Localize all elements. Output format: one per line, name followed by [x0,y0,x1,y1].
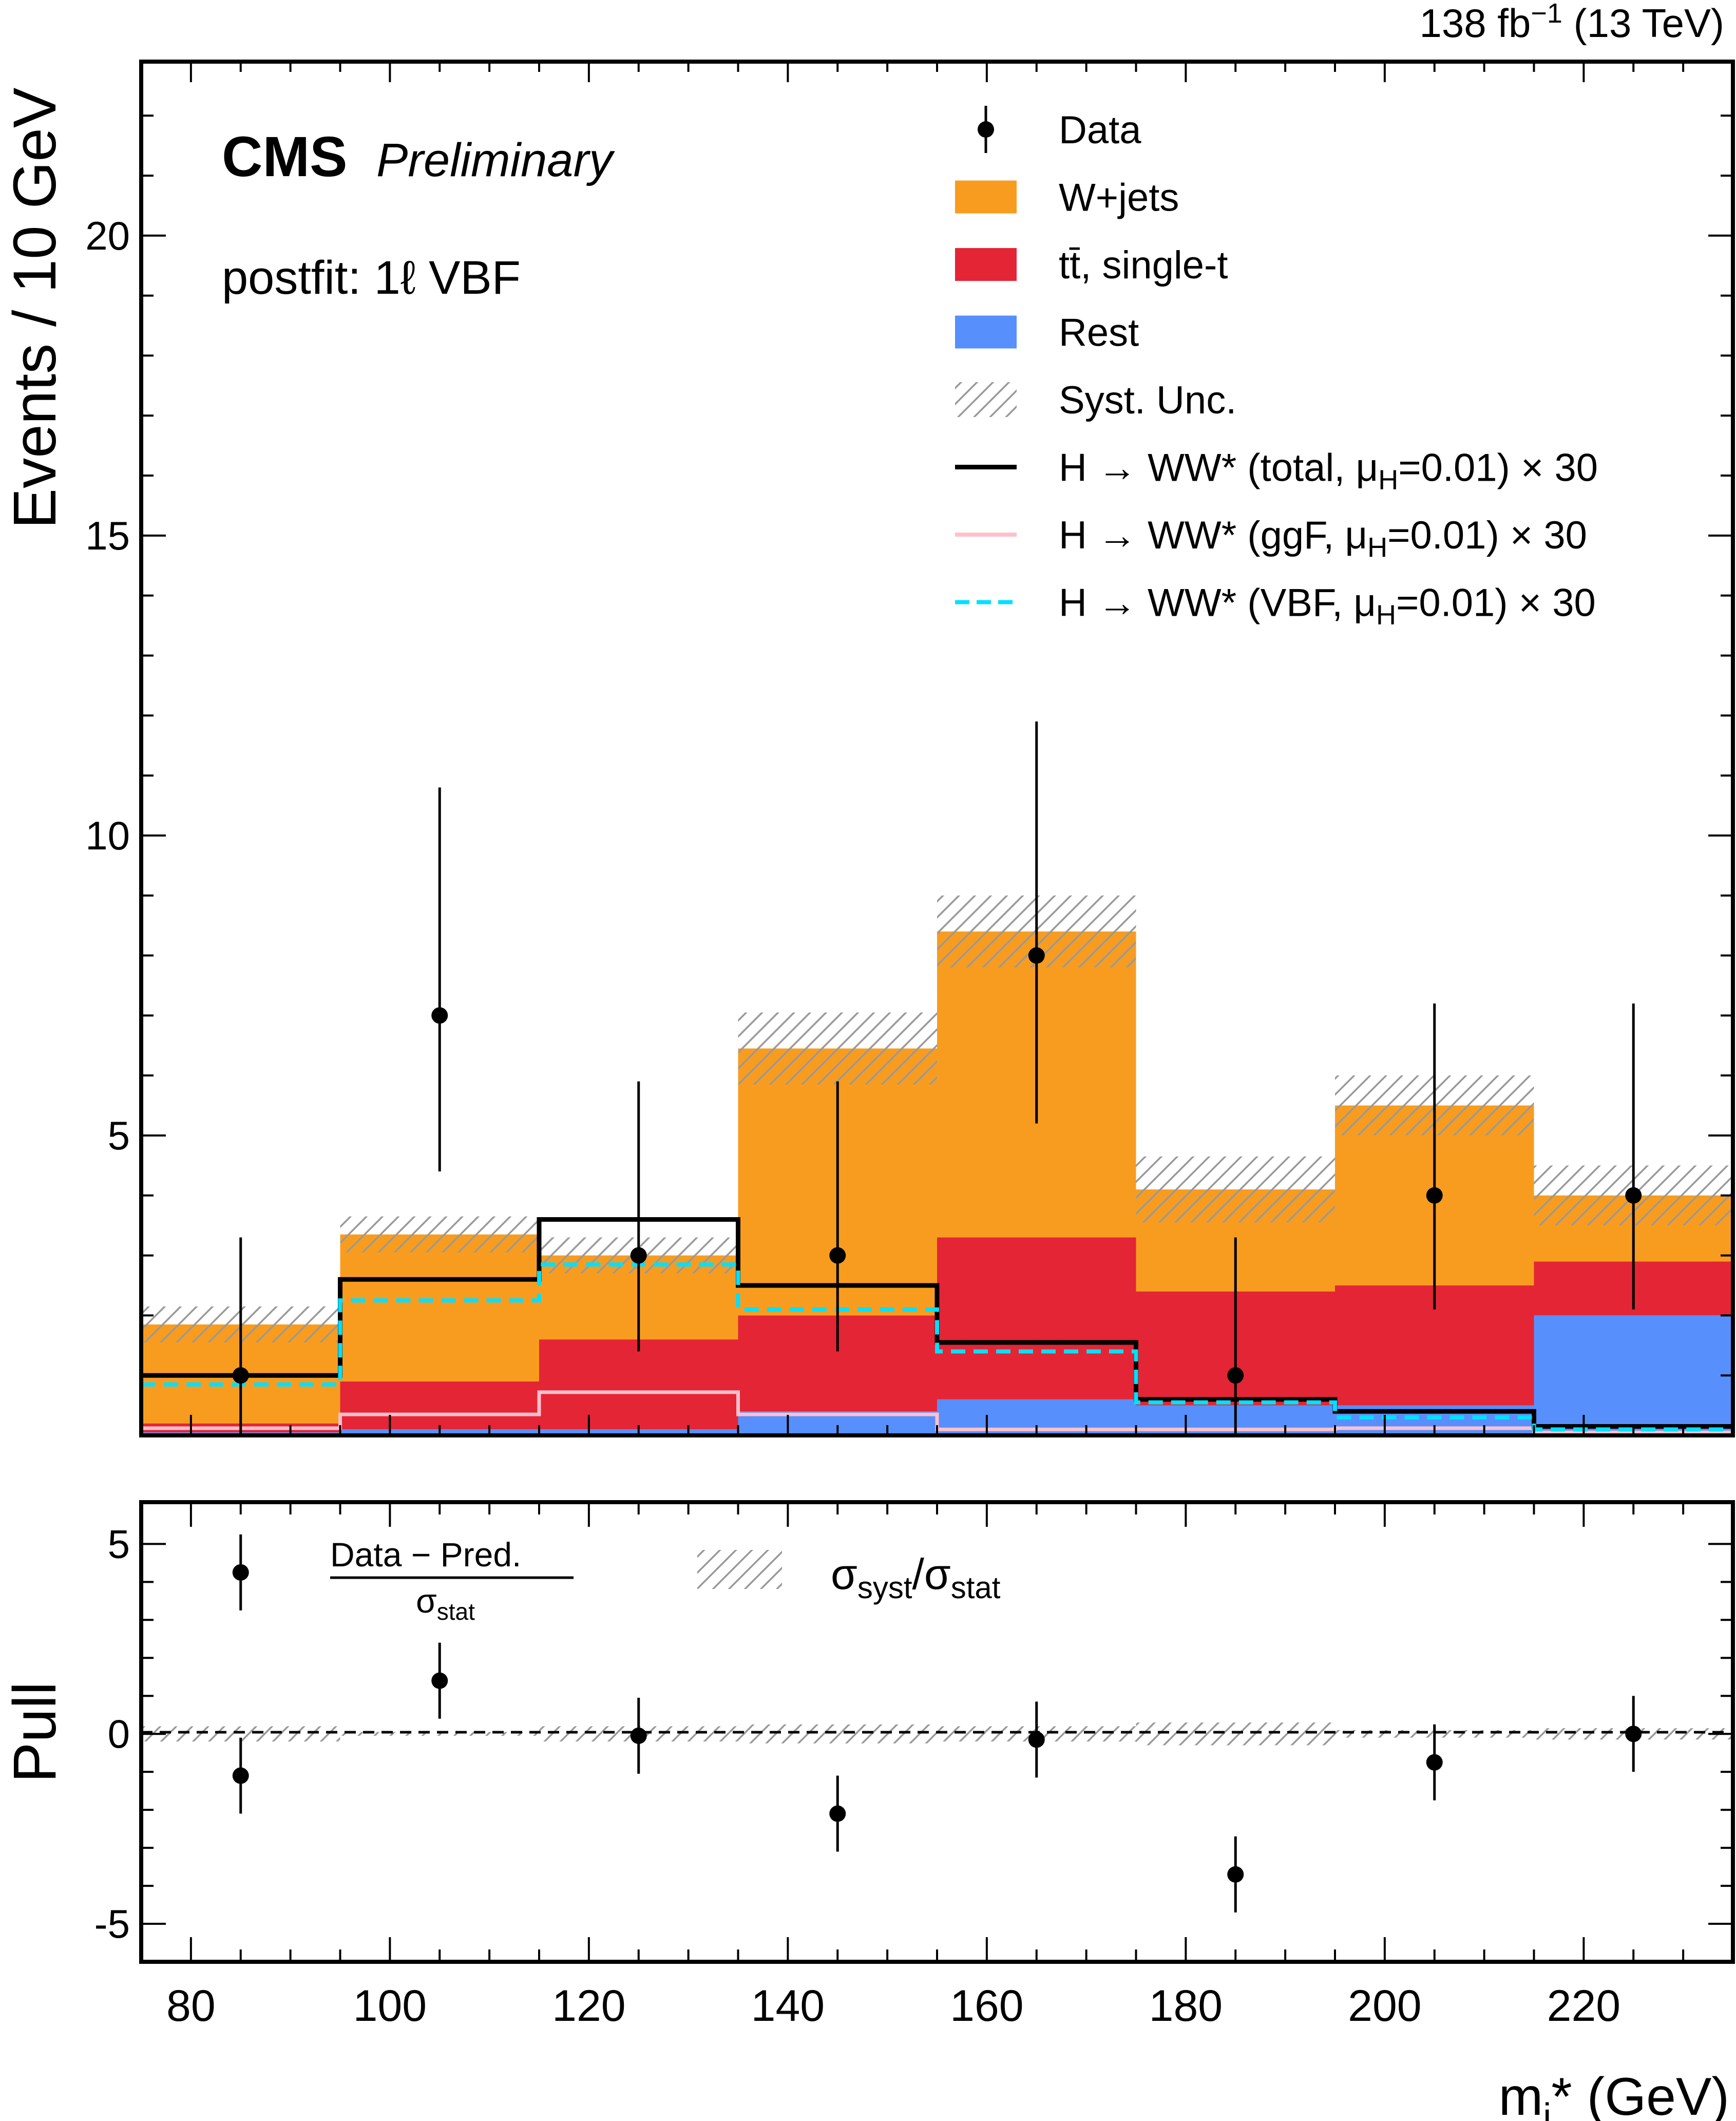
stack-bar-ttsinglet-4 [937,1237,1136,1399]
legend-ttbar-swatch [955,248,1017,281]
lumi-label: 138 fb−1 (13 TeV) [1419,0,1724,46]
pull-points [232,1534,1642,1912]
data-point-4 [1028,947,1045,964]
legend-total-label: H → WW* (total, μH=0.01) × 30 [1059,446,1598,496]
pull-legend-hatch-swatch [697,1550,782,1589]
stack-layer [141,931,1733,1435]
main-plot: 5 10 15 20 [85,60,1735,1437]
legend: Data W+jets tt̄, single-t Rest Syst. Unc. H →… [955,106,1598,631]
pull-label-numerator: Data − Pred. [330,1536,521,1574]
x-tick-label: 100 [353,1981,427,2031]
x-tick-label: 220 [1547,1981,1621,2031]
data-points [232,721,1642,1435]
x-tick-label: 120 [552,1981,626,2031]
x-tick-label: 140 [751,1981,825,2031]
pull-band-bin-3 [738,1724,937,1744]
legend-ggf-label: H → WW* (ggF, μH=0.01) × 30 [1059,514,1587,563]
main-ytick-label: 5 [108,1113,130,1158]
pull-point-8 [1625,1726,1642,1743]
data-point-2 [630,1247,647,1264]
higgs-lines [141,1217,1733,1434]
stack-bar-ttsinglet-1 [340,1381,539,1430]
legend-ttbar-label: tt̄, single-t [1059,243,1228,287]
syst-band-bin-1 [340,1216,539,1253]
main-ytick-label: 15 [85,513,130,558]
data-point-7 [1625,1187,1642,1204]
pull-axes: -5 0 5 80 100 120 140 160 180 200 220 [94,1500,1735,2031]
pull-syst-band [141,1722,1733,1746]
pull-legend: Data − Pred. σstat σsyst/σstat [330,1536,1001,1625]
cms-label: CMS [222,125,347,188]
pull-legend-ratio-label: σsyst/σstat [831,1550,1001,1605]
pull-band-bin-1 [340,1732,539,1736]
x-tick-label: 160 [950,1981,1024,2031]
higgs-vbf-line [141,1262,1733,1432]
legend-syst-label: Syst. Unc. [1059,378,1236,422]
higgs-ggf-line [141,1390,1733,1434]
main-ytick-label: 20 [85,213,130,258]
main-ytick-label: 10 [85,813,130,858]
x-tick-label: 180 [1149,1981,1223,2031]
x-axis-title: mj* (GeV) [1499,2067,1729,2121]
stack-bar-ttsinglet-2 [539,1339,738,1430]
region-label: postfit: 1ℓ VBF [222,252,521,304]
pull-y-axis-title: Pull [1,1682,69,1783]
pull-ytick-label: 0 [108,1711,130,1756]
data-point-0 [232,1367,249,1384]
syst-band-bin-3 [738,1012,937,1085]
pull-label-denominator: σstat [416,1582,475,1625]
legend-wjets-swatch [955,180,1017,214]
legend-vbf-label: H → WW* (VBF, μH=0.01) × 30 [1059,581,1596,631]
stack-bar-rest-7 [1534,1315,1733,1435]
stack-bar-wjets-1 [340,1234,539,1381]
pull-band-bin-5 [1136,1722,1335,1746]
pull-point-6 [1227,1866,1244,1883]
pull-ytick-label: -5 [94,1901,130,1946]
pull-point-3 [630,1727,647,1744]
x-tick-label: 80 [166,1981,216,2031]
pull-point-5 [1028,1731,1045,1748]
data-point-5 [1227,1367,1244,1384]
legend-rest-swatch [955,315,1017,349]
pull-point-7 [1426,1754,1443,1771]
data-point-1 [431,1007,448,1024]
legend-data-label: Data [1059,108,1141,152]
data-point-3 [829,1247,846,1264]
main-axes: 5 10 15 20 [85,60,1735,1437]
pull-point-2 [431,1672,448,1689]
pull-ytick-label: 5 [108,1521,130,1566]
pull-point-1 [232,1767,249,1784]
data-point-6 [1426,1187,1443,1204]
syst-band-bin-5 [1136,1156,1335,1223]
legend-rest-label: Rest [1059,311,1139,355]
main-y-axis-title: Events / 10 GeV [1,87,69,529]
pull-plot: -5 0 5 80 100 120 140 160 180 200 220 [94,1500,1735,2031]
legend-syst-swatch [955,382,1017,417]
x-tick-label: 200 [1348,1981,1422,2031]
preliminary-label: Preliminary [376,134,615,186]
higgs-total-line [141,1217,1733,1429]
legend-wjets-label: W+jets [1059,176,1179,220]
pull-point-4 [829,1805,846,1822]
pull-point-0 [232,1564,249,1581]
legend-data-marker [978,121,994,138]
